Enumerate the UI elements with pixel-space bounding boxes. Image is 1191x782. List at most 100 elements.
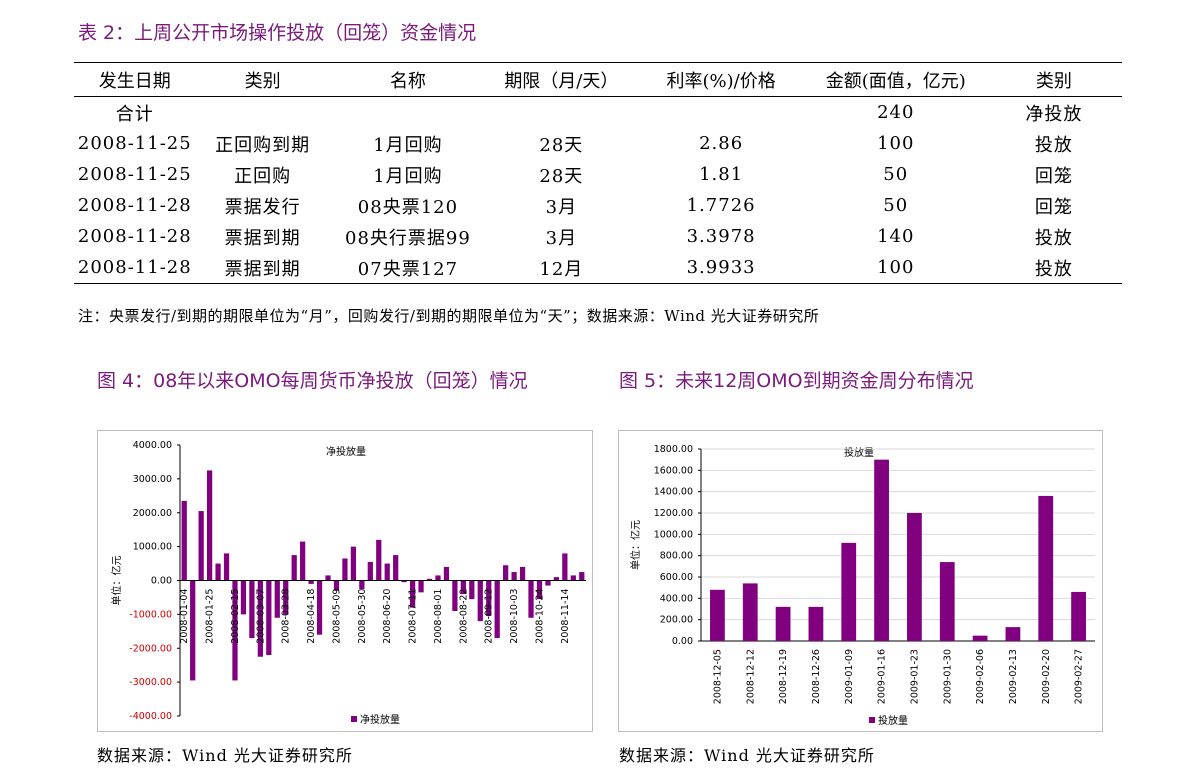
y-tick-label: 1800.00 (654, 444, 693, 455)
bar (469, 580, 475, 600)
cell-type: 投放 (985, 252, 1122, 284)
bar (240, 580, 247, 615)
cell-type: 回笼 (1034, 196, 1073, 218)
x-tick-label: 2008-08-22 (458, 589, 469, 644)
fig5-source: 数据来源：Wind 光大证券研究所 (619, 746, 875, 765)
bar (553, 577, 560, 581)
bar (579, 572, 585, 581)
y-tick-label: 1400.00 (654, 487, 693, 498)
cell-rate: 1.81 (699, 164, 744, 185)
y-axis-label: 单位：亿元 (629, 520, 642, 570)
bar (393, 555, 399, 581)
cell-name: 08央票120 (357, 196, 459, 218)
col-header-category: 类别 (195, 62, 330, 97)
x-tick-label: 2009-01-30 (942, 649, 953, 704)
bar (1038, 495, 1054, 641)
cell-type: 回笼 (1034, 165, 1073, 187)
fig5-chart-frame: 投放量 单位：亿元 1800.00 1600.00 1400.00 1200.00 1000… (618, 430, 1103, 732)
x-tick-label: 2009-02-13 (1008, 649, 1019, 704)
table-note: 注：央票发行/到期的期限单位为“月”，回购发行/到期的期限单位为“天”；数据来源… (78, 307, 820, 325)
bar (308, 580, 314, 584)
cell-amount: 50 (883, 195, 909, 216)
bar (536, 580, 543, 600)
bar (939, 562, 955, 641)
total-label: 合计 (115, 103, 154, 125)
bar (333, 580, 340, 591)
bar (359, 580, 365, 589)
cell-amount: 100 (805, 252, 986, 284)
x-tick-label: 2009-02-20 (1041, 649, 1052, 704)
table-row: 2008-11-25 正回购 1月回购 28天 1.81 50 回笼 (74, 159, 1122, 190)
bar (519, 566, 526, 581)
chart-title: 净投放量 (326, 445, 366, 458)
bar (562, 553, 568, 581)
x-tick-label: 2008-11-14 (560, 589, 571, 644)
col-header-type: 类别 (985, 62, 1122, 97)
x-tick-label: 2008-12-12 (745, 649, 756, 704)
x-tick-label: 2009-01-23 (909, 649, 920, 704)
fig5-title: 图 5：未来12周OMO到期资金周分布情况 (619, 370, 974, 392)
table-row: 2008-11-28 票据发行 08央票120 3月 1.7726 50 回笼 (74, 190, 1122, 221)
bar (710, 589, 725, 641)
cell-term: 12月 (486, 252, 637, 284)
cell-amount: 140 (877, 226, 915, 247)
omo-operations-table: 发生日期 类别 名称 期限（月/天） 利率(%)/价格 金额(面值，亿元) 类别… (74, 62, 1122, 284)
col-header-name: 名称 (329, 62, 487, 97)
bar (376, 539, 382, 581)
y-tick-label: 0.00 (672, 636, 693, 647)
bar (384, 563, 390, 581)
bar (545, 580, 551, 586)
bar (300, 541, 306, 581)
total-type: 净投放 (1025, 103, 1083, 125)
bar (1071, 591, 1086, 641)
cell-category: 票据发行 (224, 196, 301, 218)
bar (570, 575, 576, 581)
x-tick-label: 2008-02-15 (230, 589, 241, 644)
cell-category: 正回购到期 (215, 134, 311, 156)
bar (198, 511, 204, 581)
y-tick-label: -2000.00 (129, 643, 172, 654)
bar (494, 580, 500, 639)
bar (435, 575, 441, 581)
y-tick-label: 1600.00 (654, 465, 693, 476)
fig4-title: 图 4：08年以来OMO每周货币净投放（回笼）情况 (97, 370, 528, 392)
legend-swatch (351, 716, 357, 722)
bar (511, 572, 517, 581)
bar (841, 542, 857, 641)
col-header-term: 期限（月/天） (486, 62, 637, 97)
cell-date: 2008-11-25 (77, 164, 192, 185)
cell-term: 28天 (539, 134, 584, 156)
x-tick-label: 2008-07-11 (408, 589, 419, 644)
table-title: 表 2：上周公开市场操作投放（回笼）资金情况 (78, 22, 477, 44)
cell-type: 投放 (1034, 227, 1073, 249)
bar (266, 580, 272, 656)
table-row: 2008-11-25 正回购到期 1月回购 28天 2.86 100 投放 (74, 128, 1122, 159)
bar (426, 578, 433, 581)
table-header-row: 发生日期 类别 名称 期限（月/天） 利率(%)/价格 金额(面值，亿元) 类别 (74, 62, 1122, 97)
x-tick-label: 2008-12-05 (712, 649, 723, 704)
bar (257, 580, 263, 657)
table-row: 2008-11-28 票据到期 08央行票据99 3月 3.3978 140 投… (74, 221, 1122, 252)
cell-rate: 2.86 (699, 133, 744, 154)
cell-term: 3月 (545, 196, 578, 218)
cell-name: 1月回购 (373, 165, 443, 187)
bar (808, 606, 824, 641)
fig4-source: 数据来源：Wind 光大证券研究所 (97, 746, 353, 765)
bar (274, 580, 280, 618)
bar (367, 561, 373, 581)
bar (181, 500, 187, 581)
cell-amount: 50 (883, 164, 909, 185)
cell-term: 3月 (545, 227, 578, 249)
fig4-chart-frame: 净投放量 单位：亿元 4000.00 3000.00 2000.00 1000.00 0.0… (97, 430, 593, 732)
bar (350, 546, 357, 581)
total-amount: 240 (877, 102, 915, 123)
cell-date: 2008-11-28 (74, 252, 196, 284)
x-tick-label: 2008-03-07 (255, 589, 266, 644)
bar (190, 580, 196, 681)
bar (401, 580, 407, 583)
bar (874, 459, 889, 641)
legend-label: 投放量 (878, 714, 908, 727)
fig5-maturity-chart: 投放量单位：亿元1800.001600.001400.001200.001000… (629, 444, 1095, 727)
x-tick-label: 2008-12-19 (778, 649, 789, 704)
cell-name: 07央票127 (329, 252, 487, 284)
